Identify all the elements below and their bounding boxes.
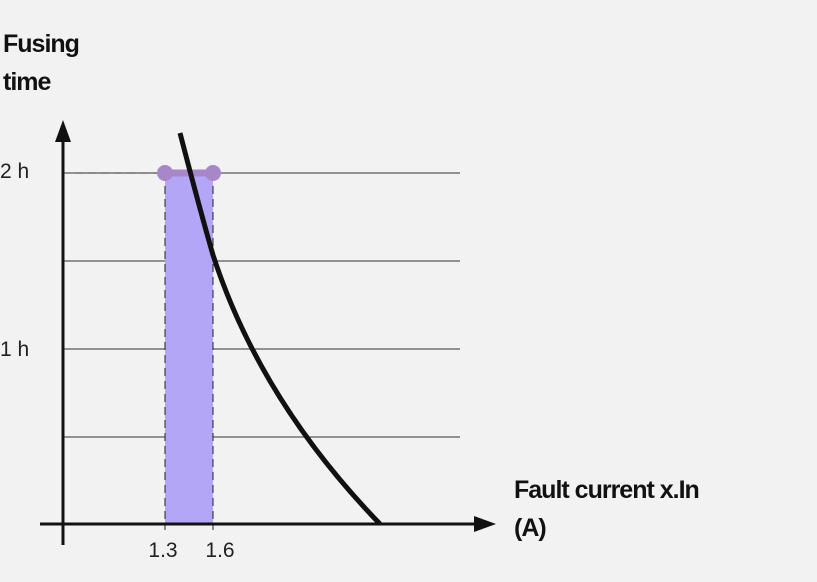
y-axis-title: Fusing: [3, 30, 79, 58]
x-axis-title: (A): [514, 514, 546, 542]
x-arrow: [474, 516, 496, 532]
guides: [75, 172, 214, 530]
range-end: [205, 165, 221, 181]
y-tick-label: 2 h: [0, 160, 29, 183]
y-arrow: [55, 120, 71, 142]
x-tick-label: 1.6: [205, 539, 234, 562]
range-end: [157, 165, 173, 181]
x-axis-title: Fault current x.In: [514, 476, 699, 504]
x-tick-label: 1.3: [148, 539, 177, 562]
y-axis-title: time: [3, 68, 52, 96]
y-tick-label: 1 h: [0, 338, 29, 361]
fusing-curve: [177, 132, 382, 526]
